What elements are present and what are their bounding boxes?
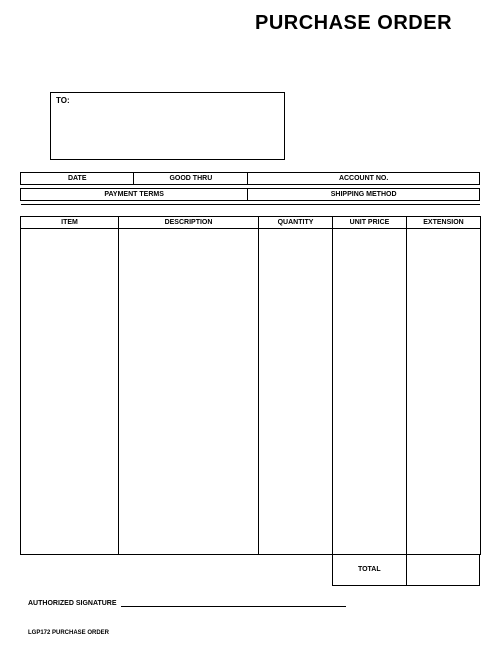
items-body-extension [407,229,481,555]
header-shipping-method: SHIPPING METHOD [248,189,480,201]
total-label: TOTAL [333,555,407,585]
header-good-thru: GOOD THRU [134,173,248,185]
signature-area: AUTHORIZED SIGNATURE [28,600,346,607]
col-extension: EXTENSION [407,217,481,229]
items-table: ITEM DESCRIPTION QUANTITY UNIT PRICE EXT… [20,216,481,555]
items-body-item [21,229,119,555]
col-unit-price: UNIT PRICE [333,217,407,229]
total-value [406,555,479,585]
items-body-description [119,229,259,555]
page-title: PURCHASE ORDER [255,12,452,35]
header-account-no: ACCOUNT NO. [248,173,480,185]
items-body-unit-price [333,229,407,555]
to-address-box: TO: [50,92,285,160]
header-date: DATE [21,173,134,185]
signature-label: AUTHORIZED SIGNATURE [28,600,117,607]
header-table: DATE GOOD THRU ACCOUNT NO. PAYMENT TERMS… [20,172,480,205]
signature-line [121,606,346,607]
form-id: LGP172 PURCHASE ORDER [28,630,109,636]
col-item: ITEM [21,217,119,229]
col-quantity: QUANTITY [259,217,333,229]
total-row: TOTAL [332,555,480,586]
col-description: DESCRIPTION [119,217,259,229]
items-body-quantity [259,229,333,555]
to-label: TO: [56,96,279,105]
header-payment-terms: PAYMENT TERMS [21,189,248,201]
